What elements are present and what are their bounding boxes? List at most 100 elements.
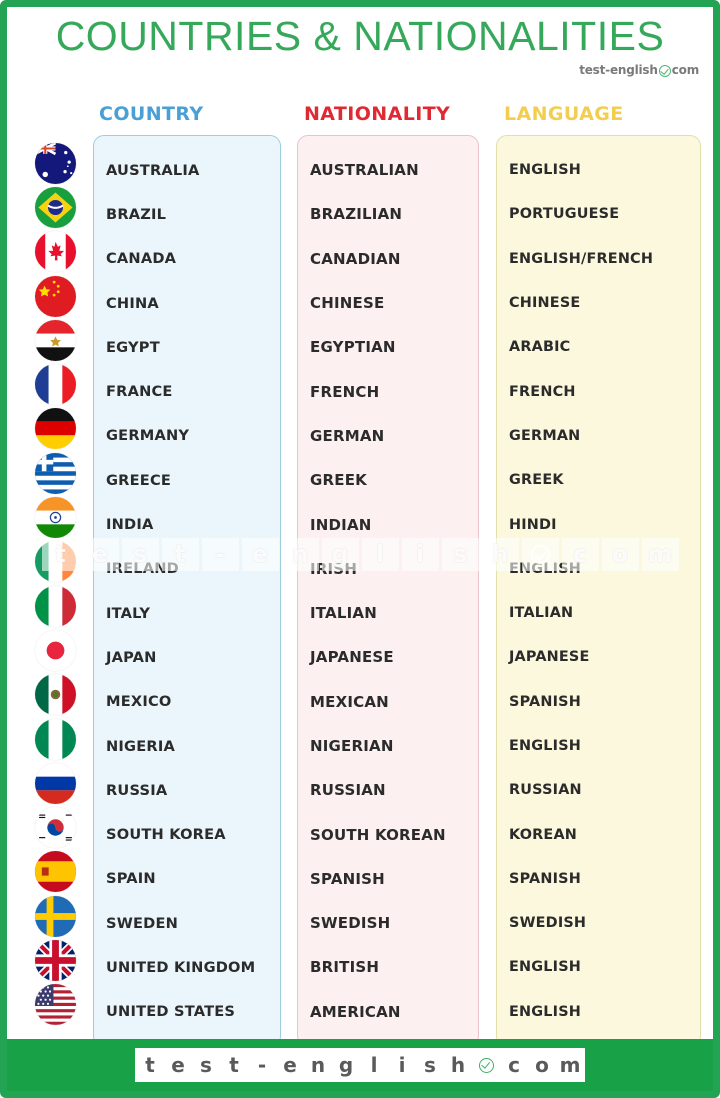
column-header-country: COUNTRY xyxy=(99,103,204,125)
cell-nationality: CANADIAN xyxy=(310,249,401,268)
flag-sweden-icon xyxy=(34,895,76,937)
flag-mexico-icon xyxy=(34,674,76,716)
footer-check-circle-icon xyxy=(473,1050,499,1080)
cell-country: NIGERIA xyxy=(106,737,175,755)
flag-cell xyxy=(25,274,85,318)
flag-cell xyxy=(25,983,85,1027)
footer-letter: t xyxy=(137,1050,163,1080)
cell-country: IRELAND xyxy=(106,560,179,578)
cell-country: SPAIN xyxy=(106,870,156,888)
table-area: AUSTRALIA BRAZIL CANADA CHINA EGYPT FRANCE GER… xyxy=(7,135,713,1053)
cell-nationality: RUSSIAN xyxy=(310,781,386,800)
cell-country: GERMANY xyxy=(106,427,190,445)
cell-country: MEXICO xyxy=(106,693,172,711)
flag-cell xyxy=(25,495,85,539)
cell-language: GREEK xyxy=(509,472,564,489)
flag-canada-icon xyxy=(34,231,76,273)
cell-language: ENGLISH xyxy=(509,1003,582,1020)
footer-letter: n xyxy=(305,1050,331,1080)
flag-russia-icon xyxy=(34,762,76,804)
flag-cell xyxy=(25,805,85,849)
cell-country: SOUTH KOREA xyxy=(106,826,226,844)
cell-nationality: MEXICAN xyxy=(310,692,389,711)
flag-cell xyxy=(25,185,85,229)
cell-language: ITALIAN xyxy=(509,605,574,622)
cell-nationality: IRISH xyxy=(310,559,358,578)
flag-cell xyxy=(25,938,85,982)
cell-language: ENGLISH xyxy=(509,162,582,179)
column-header-nationality: NATIONALITY xyxy=(304,103,451,125)
title-block: COUNTRIES & NATIONALITIES xyxy=(7,13,713,60)
panel-language: ENGLISH PORTUGUESE ENGLISH/FRENCH CHINESE AR… xyxy=(496,135,701,1047)
cell-nationality: ITALIAN xyxy=(310,604,377,623)
cell-nationality: BRITISH xyxy=(310,958,380,977)
flag-cell xyxy=(25,362,85,406)
flag-cell xyxy=(25,540,85,584)
flag-greece-icon xyxy=(34,452,76,494)
footer-letter: - xyxy=(249,1050,275,1080)
cell-language: RUSSIAN xyxy=(509,782,582,799)
cell-country: UNITED STATES xyxy=(106,1003,236,1021)
flag-cell xyxy=(25,230,85,274)
cell-language: GERMAN xyxy=(509,427,581,444)
footer-letter: s xyxy=(417,1050,443,1080)
flag-japan-icon xyxy=(34,629,76,671)
cell-language: CHINESE xyxy=(509,295,581,312)
cell-nationality: SPANISH xyxy=(310,869,385,888)
flag-ireland-icon xyxy=(34,541,76,583)
column-headers: COUNTRY NATIONALITY LANGUAGE xyxy=(7,103,713,131)
flag-brazil-icon xyxy=(34,186,76,228)
cell-nationality: AUSTRALIAN xyxy=(310,161,419,180)
cell-nationality: GERMAN xyxy=(310,426,385,445)
panel-country: AUSTRALIA BRAZIL CANADA CHINA EGYPT FRANCE GER… xyxy=(93,135,281,1047)
flag-egypt-icon xyxy=(34,319,76,361)
flag-germany-icon xyxy=(34,408,76,450)
flag-cell xyxy=(25,407,85,451)
flag-cell xyxy=(25,894,85,938)
cell-nationality: NIGERIAN xyxy=(310,737,394,755)
flag-cell xyxy=(25,850,85,894)
cell-nationality: SOUTH KOREAN xyxy=(310,825,446,844)
cell-language: PORTUGUESE xyxy=(509,206,620,223)
cell-country: UNITED KINGDOM xyxy=(106,958,256,976)
flag-china-icon xyxy=(34,275,76,317)
cell-nationality: AMERICAN xyxy=(310,1002,401,1021)
brand-tld-text: com xyxy=(671,63,699,77)
cell-country: SWEDEN xyxy=(106,914,179,932)
cell-country: FRANCE xyxy=(106,383,173,401)
flag-cell xyxy=(25,761,85,805)
cell-country: CANADA xyxy=(106,250,177,268)
footer-letter: h xyxy=(445,1050,471,1080)
flag-cell xyxy=(25,673,85,717)
footer-letter: e xyxy=(277,1050,303,1080)
cell-language: ENGLISH xyxy=(509,738,582,754)
flag-italy-icon xyxy=(34,585,76,627)
cell-country: CHINA xyxy=(106,294,159,312)
cell-language: JAPANESE xyxy=(509,649,590,666)
flag-cell xyxy=(25,451,85,495)
cell-nationality: FRENCH xyxy=(310,382,380,401)
flag-india-icon xyxy=(34,497,76,539)
cell-country: INDIA xyxy=(106,516,154,534)
flag-australia-icon xyxy=(34,142,76,184)
brand-logo-top: test-english com xyxy=(579,63,699,77)
flag-cell xyxy=(25,584,85,628)
cell-language: ENGLISH xyxy=(509,959,582,976)
cell-language: HINDI xyxy=(509,516,557,533)
panel-nationality: AUSTRALIAN BRAZILIAN CANADIAN CHINESE EGYPTI… xyxy=(297,135,479,1047)
flag-france-icon xyxy=(34,364,76,406)
footer-letter: o xyxy=(529,1050,555,1080)
flag-united-states-icon xyxy=(34,984,76,1026)
cell-nationality: JAPANESE xyxy=(310,648,394,667)
cell-language: KOREAN xyxy=(509,826,578,843)
flag-spain-icon xyxy=(34,851,76,893)
flag-south-korea-icon xyxy=(34,807,76,849)
footer-letter: t xyxy=(221,1050,247,1080)
footer-letter: e xyxy=(165,1050,191,1080)
cell-language: ARABIC xyxy=(509,339,571,356)
footer-letter: l xyxy=(361,1050,387,1080)
cell-language: ENGLISH/FRENCH xyxy=(509,250,654,267)
